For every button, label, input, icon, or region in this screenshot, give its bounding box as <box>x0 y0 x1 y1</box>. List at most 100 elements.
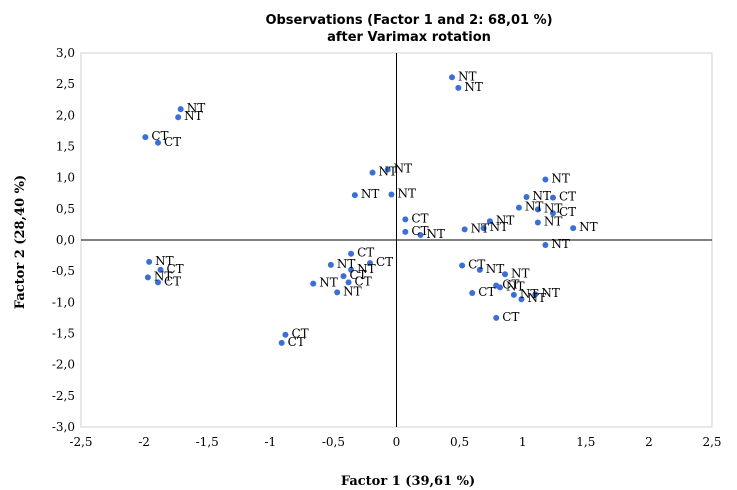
data-point <box>542 241 549 248</box>
data-label: NT <box>527 291 546 305</box>
data-label: CT <box>291 327 308 341</box>
data-label: NT <box>471 221 490 235</box>
data-point <box>493 314 500 321</box>
data-point <box>542 176 549 183</box>
data-label: CT <box>167 262 184 276</box>
data-point <box>502 271 509 278</box>
data-point <box>144 274 151 281</box>
data-label: NT <box>551 237 570 251</box>
x-tick-label: 2,5 <box>702 435 721 449</box>
data-point <box>327 261 334 268</box>
data-point <box>388 191 395 198</box>
data-label: NT <box>520 287 539 301</box>
data-label: NT <box>379 165 398 179</box>
data-label: NT <box>464 80 483 94</box>
data-point <box>177 106 184 113</box>
x-tick-label: -2 <box>138 435 150 449</box>
y-tick-label: -1,0 <box>52 295 75 309</box>
data-point <box>459 262 466 269</box>
chart-title-line2: after Varimax rotation <box>327 30 491 45</box>
data-label: CT <box>349 268 366 282</box>
data-label: CT <box>502 310 519 324</box>
data-label: NT <box>544 215 563 229</box>
data-label: NT <box>458 69 477 83</box>
data-point <box>278 339 285 346</box>
y-tick-labels: -3,0 -2,5 -2,0 -1,5 -1,0 -0,5 0,0 0,5 1,0 1,5 2,0 2… <box>52 46 75 434</box>
chart-title-line1: Observations (Factor 1 and 2: 68,01 %) <box>265 13 552 28</box>
data-point <box>449 74 456 81</box>
x-tick-label: -1 <box>264 435 276 449</box>
data-point <box>570 225 577 232</box>
y-tick-label: 3,0 <box>56 46 75 60</box>
data-label: NT <box>541 286 560 300</box>
x-tick-label: 1 <box>519 435 527 449</box>
data-point <box>175 114 182 121</box>
data-label: CT <box>151 129 168 143</box>
data-label: NT <box>394 162 413 176</box>
data-point <box>469 289 476 296</box>
y-tick-label: 2,5 <box>56 77 75 91</box>
data-label: NT <box>544 201 563 215</box>
data-point <box>534 206 541 213</box>
data-point <box>366 260 373 267</box>
data-label: CT <box>164 274 181 288</box>
data-point <box>518 296 525 303</box>
data-label: CT <box>411 224 428 238</box>
x-tick-label: -0,5 <box>322 435 345 449</box>
data-label: CT <box>468 258 485 272</box>
data-label: CT <box>411 211 428 225</box>
data-label: CT <box>559 190 576 204</box>
data-point <box>384 166 391 173</box>
data-point <box>515 204 522 211</box>
data-label: CT <box>478 285 495 299</box>
data-label: NT <box>397 186 416 200</box>
data-point <box>154 139 161 146</box>
data-point <box>549 210 556 217</box>
y-tick-label: -3,0 <box>52 420 75 434</box>
data-label: NT <box>532 189 551 203</box>
data-point <box>461 226 468 233</box>
data-point <box>532 291 539 298</box>
data-label: CT <box>376 255 393 269</box>
data-point <box>345 279 352 286</box>
data-point <box>417 232 424 239</box>
data-point <box>369 169 376 176</box>
y-tick-label: 1,5 <box>56 140 75 154</box>
x-axis-title: Factor 1 (39,61 %) <box>341 474 475 489</box>
data-point <box>486 218 493 225</box>
data-label: NT <box>357 262 376 276</box>
data-label: CT <box>288 335 305 349</box>
data-label: CT <box>355 274 372 288</box>
data-label: NT <box>184 109 203 123</box>
data-label: NT <box>486 262 505 276</box>
data-label: NT <box>155 254 174 268</box>
data-point <box>351 192 358 199</box>
data-label: NT <box>490 220 509 234</box>
data-point <box>348 266 355 273</box>
data-point <box>480 225 487 232</box>
data-label: NT <box>337 257 356 271</box>
data-point <box>157 266 164 273</box>
data-point <box>282 331 289 338</box>
data-label: CT <box>164 135 181 149</box>
data-point <box>534 219 541 226</box>
plot-axes <box>80 52 713 428</box>
data-point <box>523 193 530 200</box>
data-point <box>510 291 517 298</box>
data-point <box>310 280 317 287</box>
data-point <box>340 273 347 280</box>
data-point <box>476 266 483 273</box>
data-label: NT <box>187 101 206 115</box>
data-point <box>348 250 355 257</box>
data-label: CT <box>559 205 576 219</box>
y-tick-label: 0,0 <box>56 233 75 247</box>
data-point <box>402 228 409 235</box>
data-label: NT <box>496 213 515 227</box>
x-tick-label: -2,5 <box>69 435 92 449</box>
y-tick-label: -2,5 <box>52 389 75 403</box>
data-point <box>142 134 149 141</box>
data-label: NT <box>525 200 544 214</box>
x-tick-label: 2 <box>645 435 653 449</box>
data-point <box>455 84 462 91</box>
